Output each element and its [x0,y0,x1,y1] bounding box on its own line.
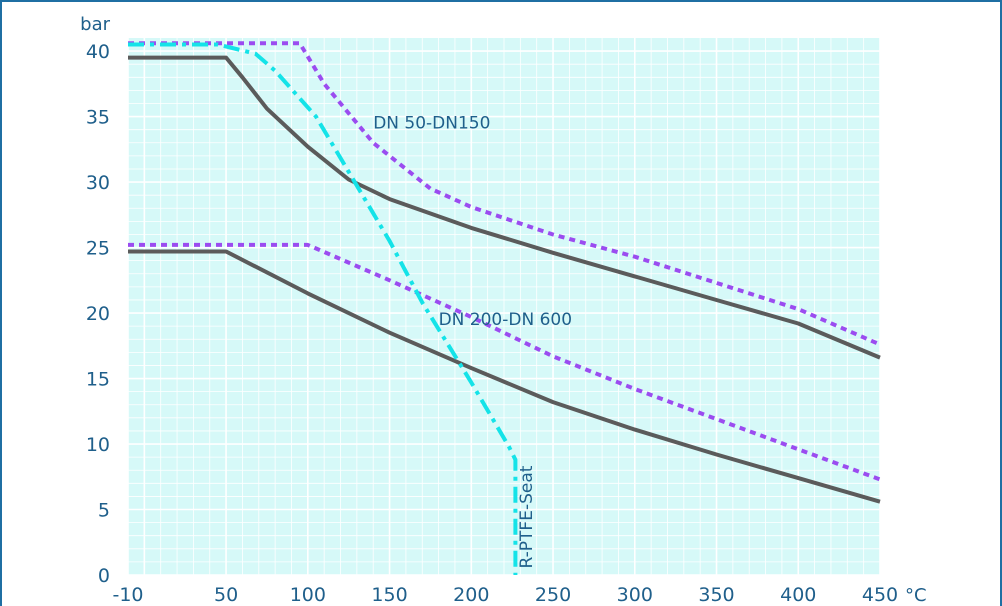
grid [127,38,881,576]
x-tick-label: 450 [862,584,898,606]
x-unit-label: °C [905,585,927,606]
y-tick-label: 40 [86,41,110,63]
series-line-2-dotted [128,41,881,347]
y-tick-label: 15 [86,369,110,391]
series-line-5-seat [128,42,518,575]
annotation-label: R-PTFE-Seat [517,465,537,568]
x-tick-label: 200 [453,584,489,606]
tick-labels: -10 50 100 150 200 250 300 350 400 450 0 5 10 15 20 25 3… [80,14,926,606]
series-line-4-dotted [128,242,881,482]
series-line-1-solid [128,55,881,360]
x-tick-label: 250 [535,584,571,606]
x-tick-label: 300 [617,584,653,606]
y-tick-label: 5 [98,500,110,522]
x-tick-label: 150 [371,584,407,606]
annotations: DN 50-DN150 DN 200-DN 600 R-PTFE-Seat [373,113,572,568]
y-tick-label: 35 [86,107,110,129]
x-tick-label: -10 [112,584,143,606]
y-tick-label: 30 [86,172,110,194]
x-tick-label: 400 [780,584,816,606]
annotation-label: DN 200-DN 600 [439,310,572,330]
x-tick-label: 350 [698,584,734,606]
series-group [128,41,881,575]
y-tick-label: 0 [98,565,110,587]
x-tick-label: 100 [290,584,326,606]
y-unit-label: bar [80,14,110,35]
y-tick-label: 10 [86,434,110,456]
series-line-3-solid [128,249,881,504]
y-tick-label: 25 [86,238,110,260]
y-tick-label: 20 [86,303,110,325]
x-tick-label: 50 [214,584,238,606]
annotation-label: DN 50-DN150 [373,113,490,133]
